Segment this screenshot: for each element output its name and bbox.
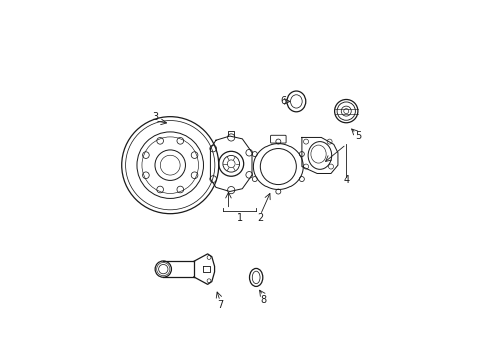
Text: 5: 5 (355, 131, 361, 141)
Text: 3: 3 (152, 112, 158, 122)
Text: 1: 1 (236, 213, 242, 223)
Text: 2: 2 (257, 213, 263, 223)
Text: 4: 4 (343, 175, 348, 185)
Text: 7: 7 (217, 300, 223, 310)
Text: 6: 6 (280, 96, 286, 107)
Text: 8: 8 (260, 294, 265, 305)
